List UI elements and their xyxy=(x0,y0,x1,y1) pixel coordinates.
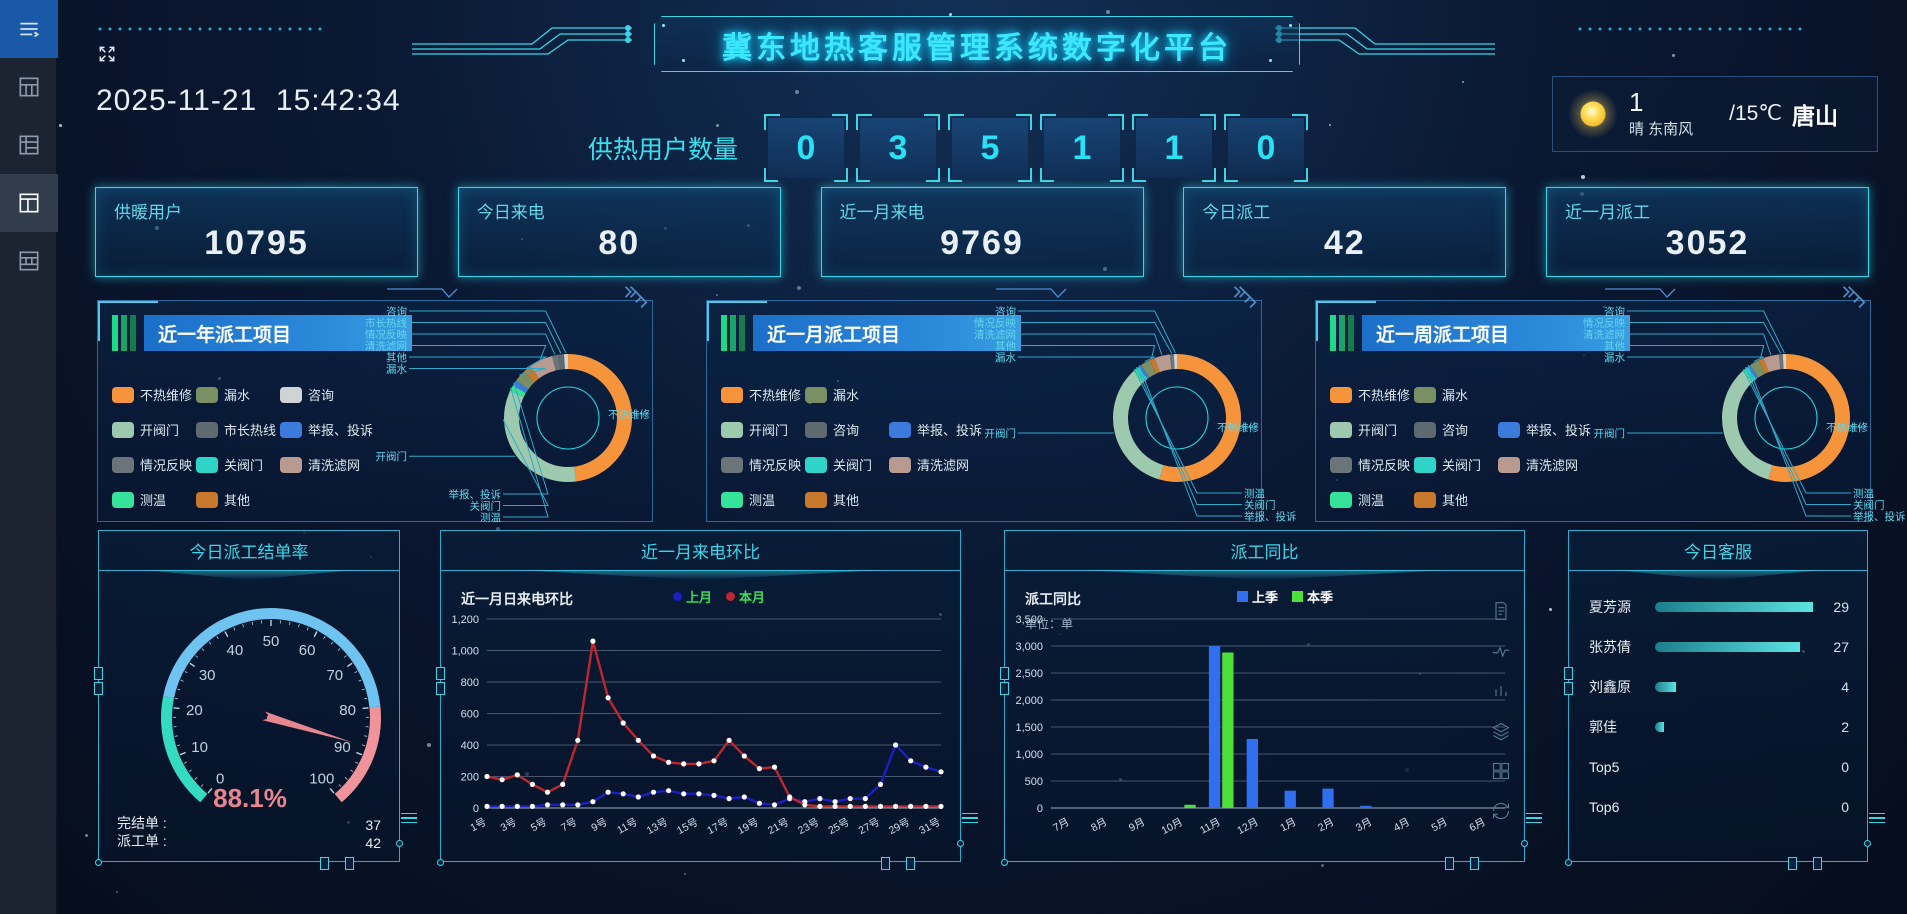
svg-text:600: 600 xyxy=(461,709,479,721)
svg-text:40: 40 xyxy=(227,642,244,659)
svg-text:4月: 4月 xyxy=(1392,816,1412,834)
svg-text:6月: 6月 xyxy=(1467,816,1487,834)
svg-text:举报、投诉: 举报、投诉 xyxy=(1853,510,1906,523)
svg-text:咨询: 咨询 xyxy=(386,305,407,318)
svg-text:咨询: 咨询 xyxy=(995,305,1016,318)
svg-text:2,500: 2,500 xyxy=(1015,668,1043,680)
svg-text:3月: 3月 xyxy=(1354,816,1374,834)
svg-text:30: 30 xyxy=(199,667,216,684)
svg-text:3,000: 3,000 xyxy=(1015,641,1043,653)
svg-text:19号: 19号 xyxy=(736,816,761,837)
svg-text:15号: 15号 xyxy=(675,816,700,837)
svg-text:10: 10 xyxy=(191,739,208,756)
svg-text:80: 80 xyxy=(339,702,356,719)
svg-text:0: 0 xyxy=(216,771,224,788)
svg-text:1,000: 1,000 xyxy=(451,646,479,658)
svg-text:20: 20 xyxy=(186,702,203,719)
svg-text:1,000: 1,000 xyxy=(1015,749,1043,761)
svg-text:清洗滤网: 清洗滤网 xyxy=(1583,328,1625,341)
svg-text:8月: 8月 xyxy=(1089,816,1109,834)
svg-text:其他: 其他 xyxy=(386,351,407,364)
svg-text:漏水: 漏水 xyxy=(1604,352,1626,364)
svg-text:关阀门: 关阀门 xyxy=(1244,499,1276,512)
svg-text:漏水: 漏水 xyxy=(386,364,407,376)
svg-text:29号: 29号 xyxy=(887,816,912,837)
svg-text:开阀门: 开阀门 xyxy=(1594,427,1626,440)
svg-text:9号: 9号 xyxy=(589,816,609,834)
svg-text:5号: 5号 xyxy=(529,816,549,834)
svg-text:咨询: 咨询 xyxy=(1604,305,1625,318)
svg-text:关阀门: 关阀门 xyxy=(1853,499,1885,512)
svg-text:测温: 测温 xyxy=(1244,487,1266,500)
svg-text:不热维修: 不热维修 xyxy=(1217,421,1259,434)
svg-text:10月: 10月 xyxy=(1160,816,1185,837)
svg-text:开阀门: 开阀门 xyxy=(985,427,1017,440)
svg-text:27号: 27号 xyxy=(857,816,882,837)
svg-text:9月: 9月 xyxy=(1127,816,1147,834)
svg-text:5月: 5月 xyxy=(1430,816,1450,834)
svg-text:2月: 2月 xyxy=(1316,816,1336,834)
svg-text:不热维修: 不热维修 xyxy=(608,408,650,421)
svg-text:500: 500 xyxy=(1025,776,1043,788)
svg-text:400: 400 xyxy=(461,740,479,752)
svg-text:21号: 21号 xyxy=(766,816,791,837)
svg-text:13号: 13号 xyxy=(645,816,670,837)
svg-text:23号: 23号 xyxy=(796,816,821,837)
svg-text:11月: 11月 xyxy=(1198,816,1223,837)
svg-text:12月: 12月 xyxy=(1235,816,1260,837)
svg-text:1号: 1号 xyxy=(468,816,488,834)
svg-text:市长热线: 市长热线 xyxy=(365,317,407,330)
svg-text:70: 70 xyxy=(326,667,343,684)
svg-text:情况反映: 情况反映 xyxy=(1583,317,1625,330)
svg-text:50: 50 xyxy=(263,633,280,650)
svg-text:清洗滤网: 清洗滤网 xyxy=(974,328,1016,341)
svg-text:不热维修: 不热维修 xyxy=(1826,421,1868,434)
svg-text:0: 0 xyxy=(1037,803,1043,815)
svg-text:2,000: 2,000 xyxy=(1015,695,1043,707)
svg-text:7月: 7月 xyxy=(1051,816,1071,834)
svg-text:11号: 11号 xyxy=(615,816,640,837)
svg-text:3号: 3号 xyxy=(499,816,519,834)
svg-text:31号: 31号 xyxy=(917,816,942,837)
svg-text:1月: 1月 xyxy=(1278,816,1298,834)
svg-text:其他: 其他 xyxy=(995,340,1016,353)
svg-text:100: 100 xyxy=(309,771,334,788)
svg-text:60: 60 xyxy=(299,642,316,659)
svg-text:开阀门: 开阀门 xyxy=(376,450,408,463)
svg-text:清洗滤网: 清洗滤网 xyxy=(365,340,407,353)
svg-text:0: 0 xyxy=(473,803,479,815)
svg-text:漏水: 漏水 xyxy=(995,352,1016,364)
svg-text:7号: 7号 xyxy=(559,816,579,834)
svg-text:17号: 17号 xyxy=(705,816,730,837)
svg-text:3,500: 3,500 xyxy=(1015,614,1043,626)
svg-text:举报、投诉: 举报、投诉 xyxy=(449,488,502,501)
svg-text:200: 200 xyxy=(461,772,479,784)
svg-text:1,200: 1,200 xyxy=(451,614,479,626)
svg-text:测温: 测温 xyxy=(480,511,501,524)
svg-text:其他: 其他 xyxy=(1604,340,1626,353)
svg-text:举报、投诉: 举报、投诉 xyxy=(1244,510,1297,523)
svg-text:25号: 25号 xyxy=(826,816,851,837)
svg-text:1,500: 1,500 xyxy=(1015,722,1043,734)
svg-text:情况反映: 情况反映 xyxy=(974,317,1016,330)
svg-text:关阀门: 关阀门 xyxy=(470,500,502,513)
svg-text:测温: 测温 xyxy=(1853,487,1875,500)
svg-text:情况反映: 情况反映 xyxy=(365,328,407,341)
svg-text:800: 800 xyxy=(461,677,479,689)
